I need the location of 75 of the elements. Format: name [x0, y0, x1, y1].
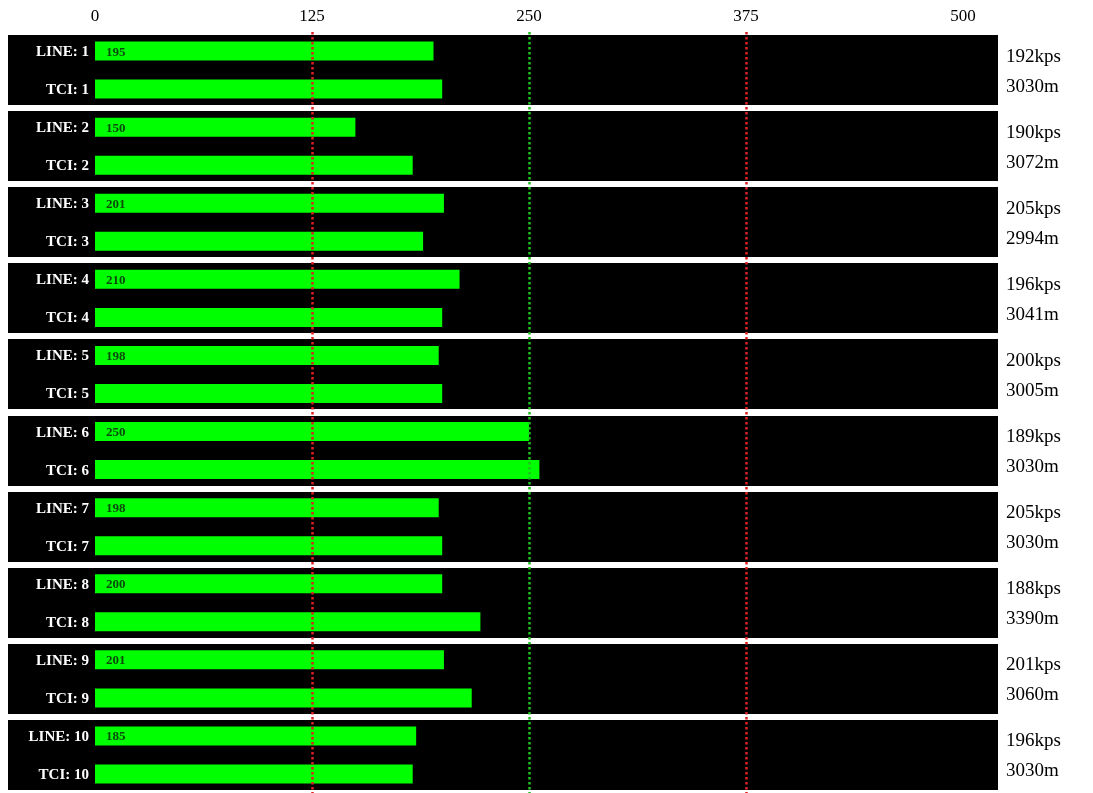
text: 205kps — [1006, 501, 1061, 523]
bar — [95, 345, 439, 365]
data-label: 198 — [106, 500, 126, 516]
y-tick-label: LINE: 10 — [28, 727, 89, 744]
bar — [95, 726, 417, 746]
bar — [95, 612, 481, 632]
data-label: 210 — [106, 271, 126, 287]
text: 200kps — [1006, 348, 1061, 370]
bar — [95, 688, 472, 708]
bar — [95, 764, 413, 784]
y-tick-label: TCI: 2 — [46, 157, 89, 174]
data-label: 200 — [106, 576, 126, 592]
bar — [95, 422, 529, 442]
y-tick-label: LINE: 6 — [36, 423, 90, 440]
text: 3060m — [1006, 683, 1059, 705]
bar — [95, 79, 443, 99]
text: 3030m — [1006, 455, 1059, 477]
text: 196kps — [1006, 729, 1061, 751]
text: 3041m — [1006, 302, 1059, 324]
y-tick-label: LINE: 7 — [36, 499, 90, 516]
y-tick-label: LINE: 2 — [36, 119, 89, 136]
text: 3030m — [1006, 531, 1059, 553]
text: 189kps — [1006, 425, 1061, 447]
bar — [95, 383, 443, 403]
y-tick-label: TCI: 3 — [46, 233, 89, 250]
y-tick-label: LINE: 8 — [36, 575, 89, 592]
x-tick-label: 500 — [950, 6, 976, 25]
data-label: 185 — [106, 728, 126, 744]
y-tick-label: LINE: 9 — [36, 651, 89, 668]
bar — [95, 460, 540, 480]
text: 188kps — [1006, 577, 1061, 599]
bar — [95, 498, 439, 518]
data-label: 198 — [106, 347, 126, 363]
y-tick-label: LINE: 5 — [36, 347, 89, 364]
data-label: 201 — [106, 195, 126, 211]
x-tick-label: 250 — [516, 6, 542, 25]
bar — [95, 41, 434, 61]
bar — [95, 269, 460, 289]
x-tick-label: 125 — [299, 6, 325, 25]
y-tick-label: LINE: 4 — [36, 271, 90, 288]
data-label: 150 — [106, 119, 126, 135]
text: 3390m — [1006, 607, 1059, 629]
bar — [95, 231, 424, 251]
y-tick-label: TCI: 5 — [46, 385, 89, 402]
bar — [95, 307, 443, 327]
bar — [95, 193, 444, 213]
data-label: 201 — [106, 652, 126, 668]
y-tick-label: TCI: 7 — [46, 537, 90, 554]
text: 2994m — [1006, 226, 1059, 248]
bar — [95, 574, 443, 594]
text: 3030m — [1006, 74, 1059, 96]
text: 192kps — [1006, 44, 1061, 66]
y-tick-label: TCI: 8 — [46, 613, 89, 630]
y-tick-label: TCI: 4 — [46, 309, 90, 326]
data-label: 250 — [106, 424, 126, 440]
y-tick-label: LINE: 3 — [36, 195, 89, 212]
y-tick-label: TCI: 1 — [46, 81, 89, 98]
y-tick-label: TCI: 9 — [46, 689, 89, 706]
text: 201kps — [1006, 653, 1061, 675]
bar — [95, 650, 444, 670]
text: 3072m — [1006, 150, 1059, 172]
text: 190kps — [1006, 120, 1061, 142]
y-tick-label: TCI: 6 — [46, 461, 90, 478]
text: 3005m — [1006, 378, 1059, 400]
y-tick-label: TCI: 10 — [38, 765, 89, 782]
x-tick-label: 0 — [90, 6, 100, 25]
x-tick-label: 375 — [733, 6, 759, 25]
bar — [95, 155, 413, 175]
bar — [95, 536, 443, 556]
y-tick-label: LINE: 1 — [36, 43, 89, 60]
text: 3030m — [1006, 759, 1059, 781]
bar — [95, 117, 356, 137]
data-label: 195 — [106, 43, 126, 59]
text: 196kps — [1006, 272, 1061, 294]
text: 205kps — [1006, 196, 1061, 218]
